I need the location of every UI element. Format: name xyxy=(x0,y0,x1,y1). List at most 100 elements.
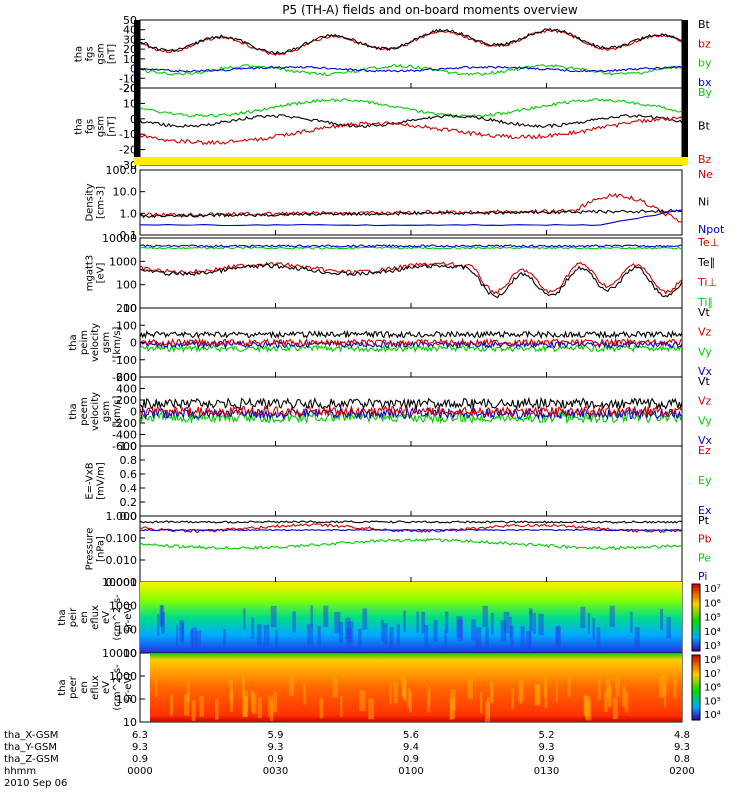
panel-peer-spectrogram: 10000 1000 100 10 tha peer en eflux eV (cm^2-s-sr… xyxy=(57,647,721,729)
y-axis-label: eV xyxy=(101,681,112,694)
spectrogram-streak xyxy=(544,687,548,708)
y-tick-label: 200 xyxy=(116,394,137,407)
x-annotation-value: 5.9 xyxy=(268,730,284,741)
spectrogram-streak xyxy=(229,680,234,701)
spectrogram-streak xyxy=(317,626,321,648)
series-Pb xyxy=(139,523,683,534)
colorbar-label: 10³ xyxy=(704,641,721,652)
colorbar-label: 10⁵ xyxy=(704,613,721,624)
spectrogram-streak xyxy=(491,682,494,704)
spectrogram-streak xyxy=(658,677,664,698)
spectrogram-streak xyxy=(662,674,667,696)
spectrogram-streak xyxy=(407,687,411,709)
y-axis-label: [eV] xyxy=(96,263,107,284)
spectrogram-streak xyxy=(368,698,374,720)
series-Vx xyxy=(139,406,683,421)
y-axis-label: tha xyxy=(68,334,79,350)
colorbar-label: 10⁷ xyxy=(704,669,721,680)
legend-entry: Vz xyxy=(698,395,712,408)
spectrogram-streak xyxy=(155,676,158,697)
spectrogram-streak xyxy=(257,697,262,719)
x-annotation-value: 0.8 xyxy=(674,754,690,765)
series-Npot xyxy=(139,209,683,227)
legend-entry: Pt xyxy=(698,514,710,527)
spectrogram-streak xyxy=(634,627,640,649)
spectrogram-streak xyxy=(252,693,257,714)
spectrogram-streak xyxy=(485,627,489,649)
spectrogram-streak xyxy=(332,676,339,698)
series-bx xyxy=(139,65,683,73)
spectrogram-streak xyxy=(471,619,476,641)
y-tick-label: -20 xyxy=(119,144,137,157)
colorbar-label: 10⁵ xyxy=(704,696,721,707)
colorbar-bar xyxy=(691,654,701,721)
spectrogram-streak xyxy=(630,611,633,634)
spectrogram-streak xyxy=(660,608,664,631)
y-tick-label: 0.001 xyxy=(106,576,138,589)
y-axis-label: [nPa] xyxy=(96,536,107,562)
spectrogram-streak xyxy=(159,605,163,627)
x-annotation-value: 0130 xyxy=(534,766,559,777)
legend-entry: Bz xyxy=(698,153,712,166)
spectrogram-streak xyxy=(340,696,343,718)
y-tick-label: 10 xyxy=(123,302,137,315)
spectrogram-streak xyxy=(191,700,196,722)
legend-entry: Ex xyxy=(698,504,712,517)
colorbar-label: 10⁴ xyxy=(704,710,721,721)
spectrogram-streak xyxy=(358,628,362,651)
legend-entry: by xyxy=(698,57,712,70)
y-tick-label: 100 xyxy=(116,319,137,332)
spectrogram-streak xyxy=(510,625,514,648)
spectrogram-streak xyxy=(169,694,174,716)
y-axis-label: tha xyxy=(57,679,68,695)
spectrogram-streak xyxy=(622,685,627,707)
spectrogram-streak xyxy=(409,691,412,713)
legend-entry: By xyxy=(698,86,713,99)
y-tick-label: 1.0 xyxy=(120,440,138,453)
spectrogram-streak xyxy=(530,610,533,632)
spectrogram-streak xyxy=(433,620,438,642)
spectrogram-streak xyxy=(359,690,366,712)
y-tick-label: 0.2 xyxy=(120,496,138,509)
spectrogram-streak xyxy=(624,691,629,713)
x-annotation-value: 4.8 xyxy=(674,730,690,741)
spectrogram-streak xyxy=(389,683,392,705)
panel-frame xyxy=(139,445,683,517)
spectrogram-streak xyxy=(457,619,463,641)
y-axis-label: eflux xyxy=(90,605,101,630)
y-tick-label: -30 xyxy=(119,159,137,172)
panel-edge-marker xyxy=(682,20,688,88)
spectrogram-image xyxy=(150,653,682,722)
spectrogram-streak xyxy=(190,629,194,652)
spectrogram-streak xyxy=(450,689,456,711)
y-axis-label: [km/s] xyxy=(112,395,123,427)
spectrogram-streak xyxy=(519,683,523,704)
series-By xyxy=(139,98,683,118)
spectrogram-streak xyxy=(535,684,541,706)
x-annotation-value: 6.3 xyxy=(132,730,148,741)
spectrogram-streak xyxy=(666,617,672,639)
panel-edge-marker xyxy=(134,88,140,165)
y-axis-label: gsm xyxy=(96,116,107,137)
y-tick-label: -200 xyxy=(112,371,137,384)
spectrogram-streak xyxy=(421,611,426,634)
series-Te-perp xyxy=(139,261,683,295)
legend-entry: Ey xyxy=(698,474,712,487)
spectrogram-streak xyxy=(176,624,179,647)
legend-entry: Ez xyxy=(698,444,711,457)
y-tick-label: 100.0 xyxy=(106,164,138,177)
y-axis-label: [km/s] xyxy=(112,326,123,358)
legend-entry: Pb xyxy=(698,533,712,546)
spectrogram-streak xyxy=(396,624,400,646)
quality-flag-bar xyxy=(134,157,688,165)
panel-efield: 1.00.80.60.40.20.0 E=-VxB [mV/m] Ez Ey Ex xyxy=(85,440,712,523)
spectrogram-streak xyxy=(195,630,201,653)
spectrogram-streak xyxy=(673,677,677,699)
spectrogram-streak xyxy=(449,698,453,720)
x-annotation-value: 0.9 xyxy=(403,754,419,765)
spectrogram-streak xyxy=(479,692,483,714)
spectrogram-streak xyxy=(338,621,344,644)
x-annotation-value: 0200 xyxy=(669,766,694,777)
series-Pi xyxy=(140,528,683,532)
y-axis-label: [nT] xyxy=(107,44,118,64)
